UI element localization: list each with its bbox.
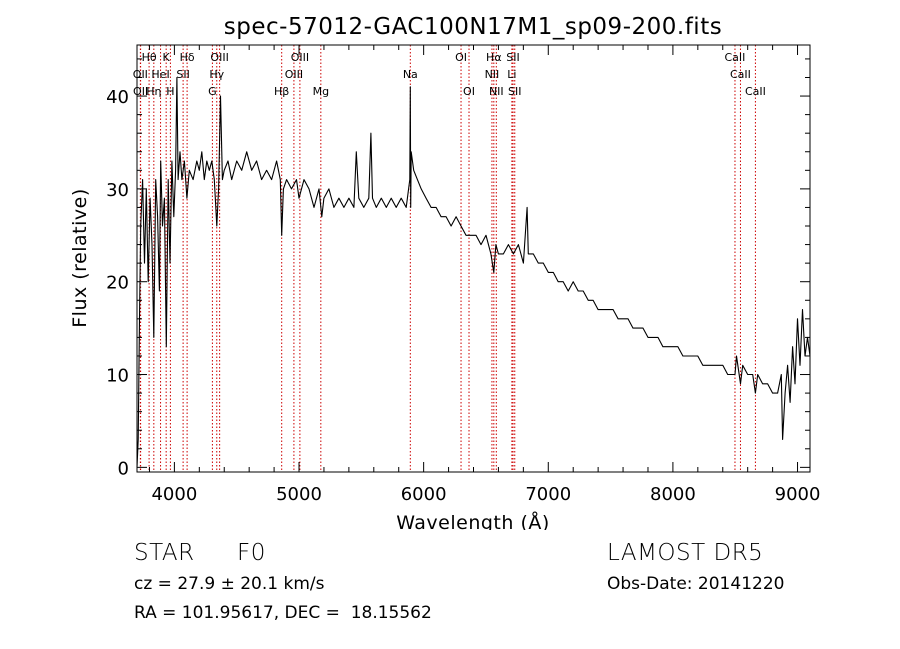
line-label: K (163, 51, 171, 64)
line-label: Hγ (209, 68, 224, 81)
survey-name: LAMOST DR5 (607, 540, 764, 566)
line-markers (139, 45, 756, 472)
y-tick-label: 10 (106, 366, 129, 387)
object-subclass: F0 (237, 540, 266, 566)
line-label: Hβ (274, 85, 289, 98)
line-label: CaII (745, 85, 766, 98)
spectrum-line (136, 76, 811, 468)
line-label: G (208, 85, 217, 98)
line-label: OI (455, 51, 467, 64)
line-label: Li (507, 68, 516, 81)
line-label: CaII (725, 51, 746, 64)
x-tick-label: 7000 (525, 484, 571, 505)
x-axis-label: Wavelength (Å) (396, 511, 550, 530)
line-label: HeI (151, 68, 169, 81)
y-tick-label: 0 (118, 458, 129, 479)
axis-ticks: 4000 5000 6000 7000 8000 9000 0 10 20 30 40 (106, 45, 820, 505)
y-tick-label: 40 (106, 87, 129, 108)
line-label: SII (176, 68, 189, 81)
line-label: Hη (146, 85, 161, 98)
line-label: SII (506, 51, 519, 64)
line-label: Na (403, 68, 418, 81)
line-label: OIII (285, 68, 303, 81)
line-label: Hδ (180, 51, 195, 64)
x-tick-label: 5000 (276, 484, 322, 505)
line-label: OII (133, 68, 148, 81)
line-label: NII (489, 85, 504, 98)
redshift-cz: cz = 27.9 ± 20.1 km/s (134, 574, 325, 594)
line-label: SII (508, 85, 521, 98)
line-label: Hα (486, 51, 502, 64)
y-tick-label: 20 (106, 273, 129, 294)
coordinates: RA = 101.95617, DEC = 18.15562 (134, 603, 432, 623)
x-tick-label: 4000 (151, 484, 197, 505)
line-label: OIII (291, 51, 309, 64)
line-label: H (166, 85, 174, 98)
line-label: Hθ (142, 51, 157, 64)
observation-date: Obs-Date: 20141220 (607, 574, 785, 594)
line-labels: Hθ K Hδ OIII OIII OI Hα SII CaII OII HeI SII Hγ OIII N… (133, 51, 766, 98)
line-label: OIII (210, 51, 228, 64)
line-label: OI (463, 85, 475, 98)
plot-frame (136, 44, 811, 473)
line-label: CaII (730, 68, 751, 81)
chart-title: spec-57012-GAC100N17M1_sp09-200.fits (224, 14, 722, 40)
line-label: Mg (313, 85, 329, 98)
object-class: STAR (134, 540, 195, 566)
x-tick-label: 6000 (401, 484, 447, 505)
line-label: NII (485, 68, 500, 81)
y-tick-label: 30 (106, 180, 129, 201)
x-tick-label: 8000 (650, 484, 696, 505)
y-axis-label: Flux (relative) (69, 188, 91, 328)
spectrum-chart: spec-57012-GAC100N17M1_sp09-200.fits Hθ K… (69, 14, 820, 530)
x-tick-label: 9000 (775, 484, 821, 505)
